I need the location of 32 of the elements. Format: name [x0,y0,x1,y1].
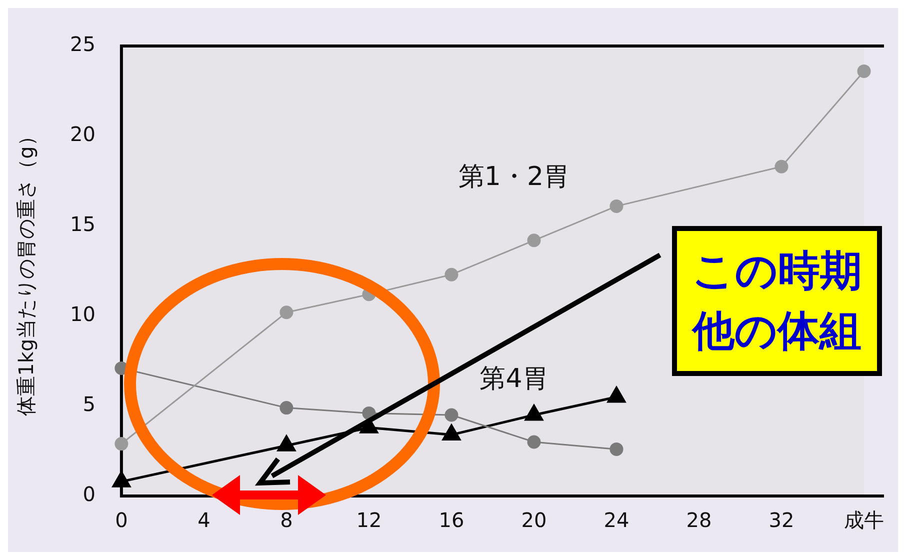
point [444,268,458,282]
y-tick-label: 5 [82,392,96,416]
x-tick-label: 0 [115,508,128,532]
x-tick-label: 4 [198,508,210,532]
x-tick-label: 16 [438,508,464,532]
point [114,437,128,451]
y-tick-label: 10 [70,302,96,326]
y-tick-label: 0 [82,482,96,506]
annotation: この時期 [691,245,863,297]
x-tick-label: 24 [604,508,630,532]
point [610,199,624,213]
x-tick-label: 12 [356,508,382,532]
point [527,435,541,449]
x-tick-label: 32 [768,508,794,532]
point [280,306,294,320]
y-tick-label: 15 [70,212,96,236]
x-tick-label: 28 [686,508,712,532]
y-axis-title: 体重1kg当たりの胃の重さ（g） [14,126,38,416]
series-label: 第4胃 [480,364,548,394]
point [774,160,788,174]
x-tick-label: 20 [521,508,547,532]
y-tick-label: 25 [70,32,96,56]
point [610,442,624,456]
point [280,401,294,415]
series-label: 第1・2胃 [458,162,570,192]
y-tick-label: 20 [70,122,96,146]
x-tick-label: 成牛 [844,508,884,532]
x-tick-label: 8 [280,508,293,532]
point [444,408,458,422]
point [857,64,871,78]
annotation: 他の体組 [690,305,862,357]
point [527,234,541,248]
